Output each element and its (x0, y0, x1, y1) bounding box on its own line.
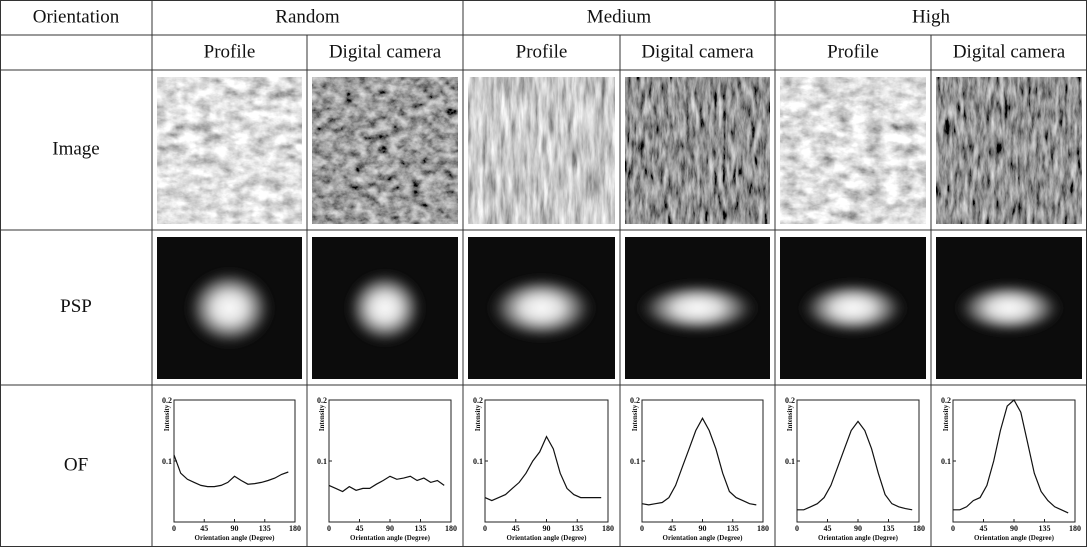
group-header: Medium (587, 6, 652, 27)
x-tick-label: 180 (913, 524, 925, 533)
orientation-curve (953, 399, 1069, 514)
x-tick-label: 90 (386, 524, 394, 533)
x-tick-label: 135 (571, 524, 583, 533)
x-tick-label: 0 (172, 524, 176, 533)
x-tick-label: 45 (512, 524, 520, 533)
x-tick-label: 90 (854, 524, 862, 533)
y-tick-label: 0.2 (785, 396, 795, 405)
y-tick-label: 0.1 (941, 457, 951, 466)
y-tick-label: 0.2 (162, 396, 172, 405)
x-tick-label: 135 (259, 524, 271, 533)
x-tick-label: 180 (445, 524, 457, 533)
x-tick-label: 135 (1039, 524, 1051, 533)
sub-header: Profile (516, 41, 568, 62)
orientation-curve (797, 420, 913, 511)
sub-header: Profile (827, 41, 879, 62)
sample-image (936, 77, 1082, 224)
x-tick-label: 45 (980, 524, 988, 533)
y-tick-label: 0.2 (630, 396, 640, 405)
y-axis-label: Intensity (942, 404, 950, 431)
psp-spot (345, 270, 425, 346)
orientation-curve (641, 417, 757, 506)
x-axis-label: Orientation angle (Degree) (663, 534, 744, 542)
row-header: Image (52, 138, 99, 159)
x-axis-label: Orientation angle (Degree) (818, 534, 899, 542)
y-axis-label: Intensity (318, 404, 326, 431)
x-tick-label: 0 (795, 524, 799, 533)
x-tick-label: 180 (1069, 524, 1081, 533)
x-tick-label: 0 (327, 524, 331, 533)
sub-header: Digital camera (641, 41, 754, 62)
row-header: PSP (60, 296, 92, 317)
x-tick-label: 45 (668, 524, 676, 533)
x-tick-label: 135 (415, 524, 427, 533)
x-tick-label: 45 (200, 524, 208, 533)
x-tick-label: 90 (543, 524, 551, 533)
x-axis-label: Orientation angle (Degree) (974, 534, 1055, 542)
x-tick-label: 180 (757, 524, 769, 533)
orientation-curve (173, 454, 289, 488)
y-tick-label: 0.1 (162, 457, 172, 466)
x-tick-label: 90 (1010, 524, 1018, 533)
sub-header: Digital camera (953, 41, 1066, 62)
y-axis-label: Intensity (631, 404, 639, 431)
x-axis-label: Orientation angle (Degree) (507, 534, 588, 542)
y-tick-label: 0.1 (785, 457, 795, 466)
x-axis-label: Orientation angle (Degree) (195, 534, 276, 542)
sample-image (468, 77, 615, 224)
group-header: High (912, 6, 951, 27)
orientation-curve (484, 435, 602, 502)
x-tick-label: 90 (231, 524, 239, 533)
psp-spot (798, 280, 908, 336)
sample-image (157, 77, 302, 224)
x-tick-label: 45 (824, 524, 832, 533)
psp-spot (486, 275, 597, 341)
x-tick-label: 0 (951, 524, 955, 533)
y-tick-label: 0.2 (317, 396, 327, 405)
group-header: Random (275, 6, 340, 27)
y-tick-label: 0.1 (473, 457, 483, 466)
y-axis-label: Intensity (786, 404, 794, 431)
x-tick-label: 0 (640, 524, 644, 533)
y-tick-label: 0.1 (317, 457, 327, 466)
row-header: OF (64, 454, 88, 475)
psp-spot (635, 281, 760, 335)
x-tick-label: 180 (602, 524, 614, 533)
x-axis-label: Orientation angle (Degree) (350, 534, 431, 542)
x-tick-label: 45 (356, 524, 364, 533)
corner-header: Orientation (33, 6, 120, 27)
y-axis-label: Intensity (163, 404, 171, 431)
sample-image (625, 77, 770, 224)
y-tick-label: 0.1 (630, 457, 640, 466)
orientation-curve (328, 475, 445, 493)
x-tick-label: 135 (727, 524, 739, 533)
sample-image (312, 77, 458, 224)
x-tick-label: 180 (289, 524, 301, 533)
psp-spot (954, 281, 1064, 335)
y-axis-label: Intensity (474, 404, 482, 431)
x-tick-label: 135 (883, 524, 895, 533)
x-tick-label: 90 (699, 524, 707, 533)
y-tick-label: 0.2 (473, 396, 483, 405)
sub-header: Profile (204, 41, 256, 62)
sub-header: Digital camera (329, 41, 442, 62)
psp-spot (184, 268, 275, 348)
x-tick-label: 0 (483, 524, 487, 533)
y-tick-label: 0.2 (941, 396, 951, 405)
sample-image (780, 77, 926, 224)
